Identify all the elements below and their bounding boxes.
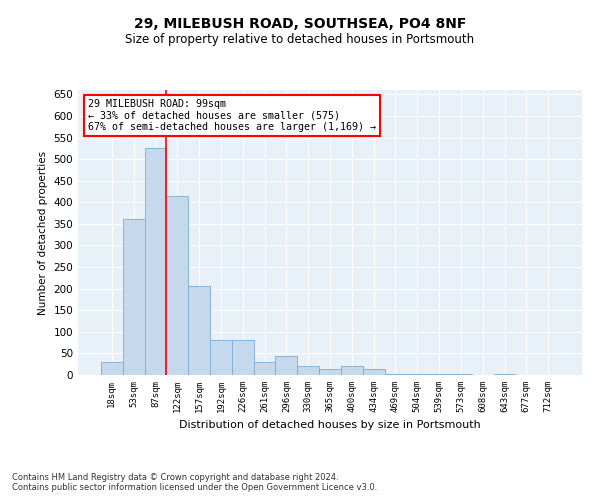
Bar [210,340,232,375]
Bar [363,368,385,375]
Bar [450,374,472,375]
Bar [406,374,428,375]
Bar [428,374,450,375]
Bar [341,366,363,375]
Bar [494,374,515,375]
Text: Contains HM Land Registry data © Crown copyright and database right 2024.: Contains HM Land Registry data © Crown c… [12,474,338,482]
X-axis label: Distribution of detached houses by size in Portsmouth: Distribution of detached houses by size … [179,420,481,430]
Text: 29, MILEBUSH ROAD, SOUTHSEA, PO4 8NF: 29, MILEBUSH ROAD, SOUTHSEA, PO4 8NF [134,18,466,32]
Bar [166,196,188,375]
Bar [319,368,341,375]
Bar [188,286,210,375]
Text: 29 MILEBUSH ROAD: 99sqm
← 33% of detached houses are smaller (575)
67% of semi-d: 29 MILEBUSH ROAD: 99sqm ← 33% of detache… [88,98,376,132]
Bar [145,148,166,375]
Bar [275,356,297,375]
Bar [254,362,275,375]
Bar [297,366,319,375]
Bar [232,340,254,375]
Text: Size of property relative to detached houses in Portsmouth: Size of property relative to detached ho… [125,32,475,46]
Bar [101,362,123,375]
Text: Contains public sector information licensed under the Open Government Licence v3: Contains public sector information licen… [12,484,377,492]
Y-axis label: Number of detached properties: Number of detached properties [38,150,48,314]
Bar [385,374,406,375]
Bar [123,218,145,375]
